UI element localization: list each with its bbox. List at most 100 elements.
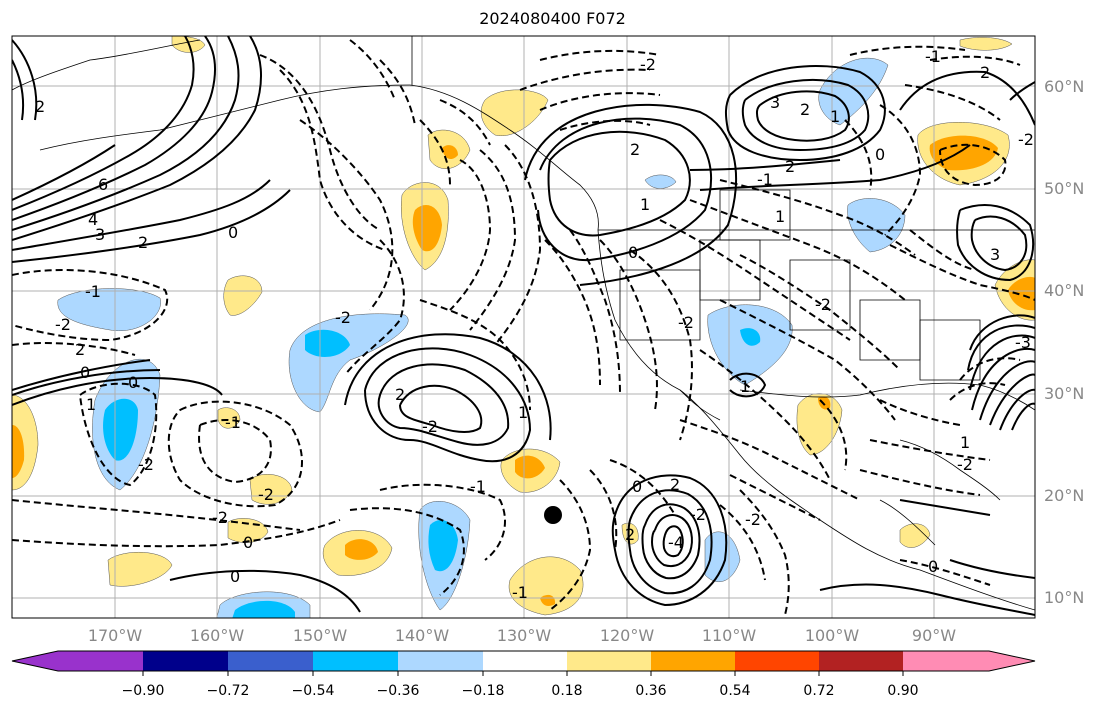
contour-label: 0 <box>875 145 885 164</box>
contour-label: 2 <box>75 340 85 359</box>
colorbar-segment <box>58 651 143 671</box>
contour-label: -2 <box>258 485 274 504</box>
contour-label: -2 <box>1018 130 1034 149</box>
colorbar-tick-label: 0.90 <box>887 683 919 699</box>
positive-anomaly-region <box>508 556 584 616</box>
lat-label: 10°N <box>1044 588 1085 607</box>
colorbar-tick-label: −0.36 <box>376 683 420 699</box>
negative-anomaly-core <box>428 520 458 572</box>
contour-label: 1 <box>960 433 970 452</box>
lat-lon-grid <box>12 36 1035 618</box>
positive-anomaly-region <box>480 89 549 137</box>
contour-label: 3 <box>95 225 105 244</box>
colorbar-tick-label: 0.54 <box>719 683 751 699</box>
positive-contours <box>12 36 1035 616</box>
contour-label: -1 <box>512 583 528 602</box>
negative-anomaly-core <box>305 329 350 357</box>
positive-anomaly-region <box>959 37 1013 51</box>
lat-label: 50°N <box>1044 179 1085 198</box>
contour-label: 3 <box>990 245 1000 264</box>
contour-label: 0 <box>230 567 240 586</box>
positive-anomaly-region <box>107 551 173 587</box>
contour-label: 1 <box>775 207 785 226</box>
colorbar-tick-label: −0.54 <box>291 683 335 699</box>
contour-label: 1 <box>740 377 750 396</box>
contour-label: 3 <box>770 93 780 112</box>
lon-label: 110°W <box>701 626 757 645</box>
contour-label: -2 <box>335 308 351 327</box>
contour-label: -2 <box>745 510 761 529</box>
contour-label: 0 <box>228 223 238 242</box>
contour-label: 1 <box>640 195 650 214</box>
colorbar-segment <box>903 651 989 671</box>
contour-label: 0 <box>632 477 642 496</box>
colorbar-tick-label: −0.18 <box>461 683 505 699</box>
colorbar <box>11 650 1036 676</box>
positive-anomaly-region <box>217 407 241 429</box>
contour-label: -2 <box>640 55 656 74</box>
positive-anomaly-region <box>223 275 263 316</box>
colorbar-segment <box>483 651 567 671</box>
colorbar-tick-label: 0.72 <box>803 683 835 699</box>
contour-label: -2 <box>212 508 228 527</box>
positive-anomaly-core <box>929 135 998 171</box>
contour-label: -3 <box>1015 333 1031 352</box>
storm-center-marker <box>544 506 562 524</box>
contour-label: -2 <box>690 505 706 524</box>
colorbar-tick-label: 0.18 <box>551 683 583 699</box>
lon-label: 120°W <box>599 626 655 645</box>
contour-label: 2 <box>800 100 810 119</box>
contour-label: -2 <box>957 455 973 474</box>
contour-label: 2 <box>670 475 680 494</box>
contour-label: -2 <box>815 295 831 314</box>
colorbar-tick-label: −0.72 <box>206 683 250 699</box>
positive-anomaly-core <box>442 145 458 160</box>
positive-anomaly-core <box>412 205 442 252</box>
positive-anomaly-region <box>899 523 931 548</box>
colorbar-segment <box>313 651 398 671</box>
colorbar-extend-high <box>989 651 1035 671</box>
positive-anomaly-core <box>12 425 25 478</box>
contour-label: 0 <box>928 557 938 576</box>
colorbar-tick-label: 0.36 <box>635 683 667 699</box>
lat-label: 20°N <box>1044 486 1085 505</box>
contour-label: 2 <box>785 157 795 176</box>
colorbar-segment <box>819 651 903 671</box>
positive-anomaly-core <box>345 539 378 560</box>
contour-label: 2 <box>980 63 990 82</box>
negative-anomaly-core <box>103 398 138 461</box>
lon-label: 160°W <box>189 626 245 645</box>
negative-anomaly-region <box>644 174 677 189</box>
contour-label: 0 <box>628 243 638 262</box>
colorbar-segment <box>735 651 819 671</box>
negative-contours <box>12 39 1035 616</box>
lon-label: 170°W <box>87 626 143 645</box>
lon-label: 140°W <box>394 626 450 645</box>
contour-label: 0 <box>243 533 253 552</box>
colorbar-tick-label: −0.90 <box>121 683 165 699</box>
positive-anomaly-core <box>1008 276 1035 311</box>
lat-label: 60°N <box>1044 77 1085 96</box>
contour-label: -1 <box>925 47 941 66</box>
contour-label: 1 <box>830 107 840 126</box>
colorbar-segment <box>228 651 313 671</box>
lat-label: 40°N <box>1044 281 1085 300</box>
negative-anomaly-region <box>847 198 906 253</box>
contour-label: 1 <box>518 403 528 422</box>
contour-label: -2 <box>55 315 71 334</box>
colorbar-extend-low <box>12 651 58 671</box>
lon-label: 150°W <box>292 626 348 645</box>
lon-label: 100°W <box>804 626 860 645</box>
positive-anomaly-region <box>249 474 293 505</box>
contour-label: 2 <box>138 233 148 252</box>
lon-label: 90°W <box>911 626 957 645</box>
contour-label: -2 <box>138 455 154 474</box>
negative-anomaly-region <box>288 313 409 413</box>
colorbar-segment <box>651 651 735 671</box>
colorbar-outline <box>11 650 1036 672</box>
map-frame <box>11 35 1036 619</box>
colorbar-segment <box>143 651 228 671</box>
colorbar-segment <box>398 651 483 671</box>
negative-anomaly-region <box>818 57 889 126</box>
